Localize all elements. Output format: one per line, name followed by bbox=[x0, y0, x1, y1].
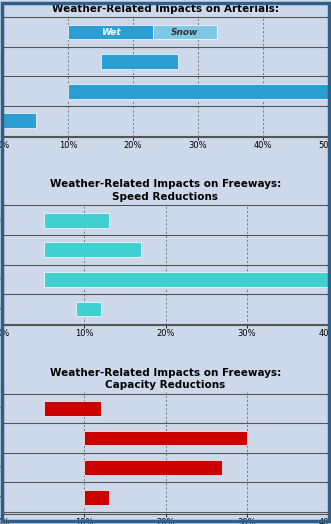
Bar bbox=[153, 25, 217, 39]
Bar bbox=[84, 490, 109, 505]
Bar bbox=[68, 25, 153, 39]
Bar bbox=[84, 460, 222, 475]
Bar bbox=[84, 431, 247, 445]
Bar bbox=[44, 213, 109, 227]
Bar bbox=[3, 113, 36, 128]
Title: Weather-Related Impacts on Freeways:
Capacity Reductions: Weather-Related Impacts on Freeways: Cap… bbox=[50, 367, 281, 390]
Bar bbox=[68, 84, 331, 99]
Text: Snow: Snow bbox=[171, 27, 199, 37]
Title: Weather-Related Impacts on Freeways:
Speed Reductions: Weather-Related Impacts on Freeways: Spe… bbox=[50, 179, 281, 202]
Bar bbox=[44, 243, 141, 257]
Bar bbox=[44, 272, 331, 287]
Bar bbox=[101, 54, 178, 69]
Text: Wet: Wet bbox=[101, 27, 120, 37]
Bar bbox=[76, 302, 101, 316]
Bar bbox=[44, 401, 101, 416]
Title: Weather-Related Impacts on Arterials:: Weather-Related Impacts on Arterials: bbox=[52, 4, 279, 14]
